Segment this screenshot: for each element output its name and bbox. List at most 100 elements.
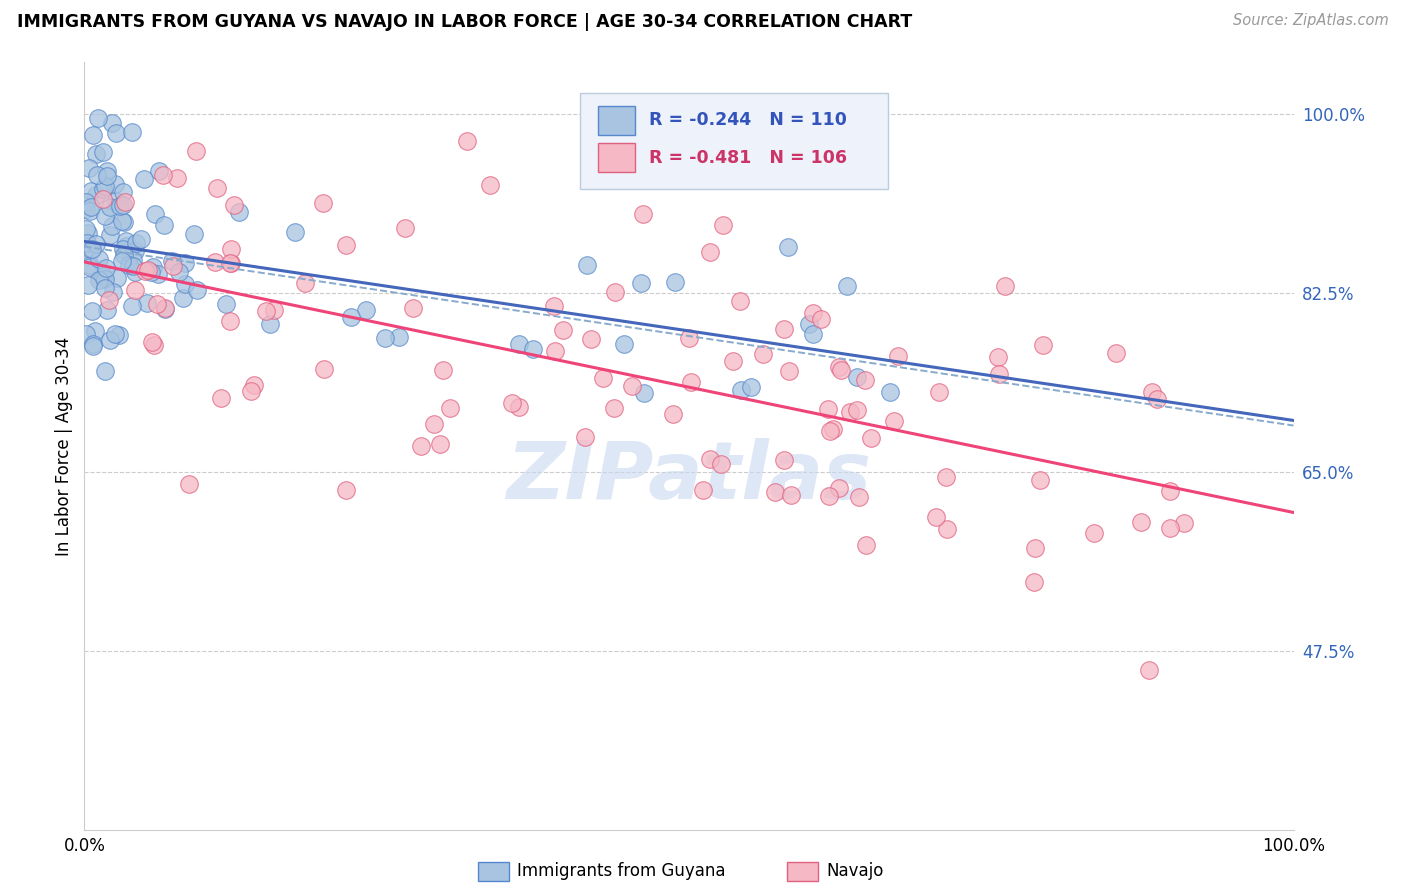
Point [205,181,228,195]
Point [728,294,751,309]
Point [101,219,124,233]
Point [94,281,117,295]
Point [592,370,614,384]
Text: Immigrants from Guyana: Immigrants from Guyana [517,863,725,880]
Point [848,490,870,504]
Point [111,214,134,228]
Point [994,279,1017,293]
Point [146,296,169,310]
FancyBboxPatch shape [581,93,889,189]
Point [692,483,714,498]
Point [186,144,208,158]
Point [84,324,107,338]
Point [772,321,794,335]
Point [121,299,143,313]
Point [122,252,145,267]
Point [98,200,121,214]
Point [153,301,176,316]
Point [987,367,1010,381]
Point [141,335,163,350]
Point [97,293,120,308]
Point [835,279,858,293]
Point [148,164,170,178]
Point [86,168,108,182]
Point [243,378,266,392]
Point [613,336,636,351]
Point [432,362,454,376]
Point [79,260,101,274]
Text: IMMIGRANTS FROM GUYANA VS NAVAJO IN LABOR FORCE | AGE 30-34 CORRELATION CHART: IMMIGRANTS FROM GUYANA VS NAVAJO IN LABO… [17,13,912,31]
Point [100,116,122,130]
Point [108,199,131,213]
Point [162,259,184,273]
Point [172,291,194,305]
Point [429,436,451,450]
Point [402,301,425,315]
Point [96,164,118,178]
Point [94,271,117,285]
Point [810,312,832,326]
Point [679,375,702,389]
Point [104,326,127,341]
Point [928,384,950,399]
Point [105,194,128,209]
Point [93,145,115,160]
Point [828,360,851,375]
Point [335,483,357,497]
Point [115,239,138,253]
Point [114,194,136,209]
Point [101,285,124,299]
Point [104,178,127,192]
Point [134,264,156,278]
Point [117,258,139,272]
Point [94,364,117,378]
Point [575,258,598,272]
Point [339,310,361,324]
Text: R = -0.481   N = 106: R = -0.481 N = 106 [650,149,846,168]
Point [174,256,197,270]
Point [501,396,523,410]
Point [821,422,844,436]
Point [780,488,803,502]
Point [115,234,138,248]
Point [93,270,115,285]
Point [166,170,188,185]
Point [153,302,176,317]
Point [82,339,104,353]
Point [853,373,876,387]
Point [221,242,243,256]
Point [80,184,103,198]
Point [146,268,169,282]
Text: R = -0.244   N = 110: R = -0.244 N = 110 [650,111,846,129]
Point [294,276,316,290]
Point [605,285,627,299]
Point [84,237,107,252]
Point [773,453,796,467]
Point [169,265,191,279]
Point [132,171,155,186]
Point [1137,664,1160,678]
Point [186,283,208,297]
Point [80,304,103,318]
Point [204,255,226,269]
Point [79,204,101,219]
FancyBboxPatch shape [599,143,634,172]
Point [79,200,101,214]
Point [1146,392,1168,407]
Point [456,134,478,148]
Point [222,198,245,212]
Point [778,364,800,378]
Point [93,209,115,223]
Point [633,385,655,400]
Point [1159,484,1181,499]
Point [801,306,824,320]
Point [75,195,97,210]
Point [439,401,461,415]
Point [105,127,128,141]
Point [76,227,98,241]
Point [143,338,166,352]
Point [111,254,134,268]
Point [579,332,602,346]
Point [98,227,121,242]
Point [80,242,103,256]
